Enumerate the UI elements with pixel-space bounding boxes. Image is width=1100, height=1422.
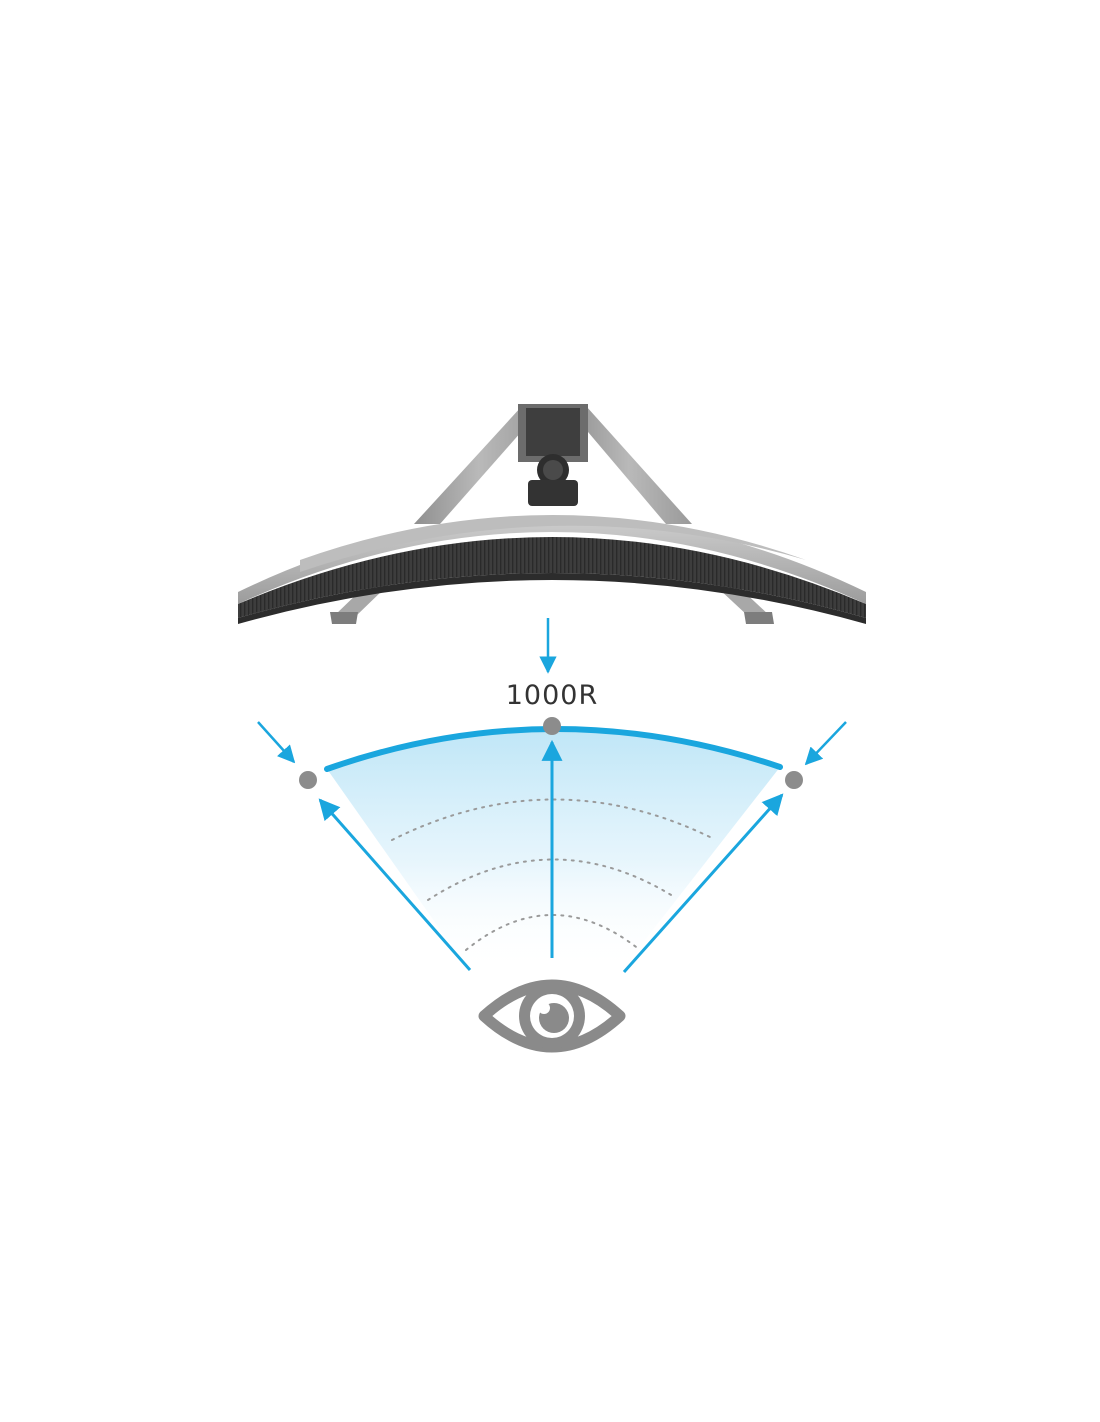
eye-icon xyxy=(478,979,626,1053)
pointer-arrow-right xyxy=(804,721,847,766)
curvature-label: 1000R xyxy=(506,680,598,711)
sight-line-left xyxy=(318,798,472,971)
monitor-panel xyxy=(238,515,866,624)
marker-right xyxy=(785,771,803,789)
marker-center xyxy=(543,717,561,735)
curved-monitor xyxy=(238,404,866,624)
sight-lines xyxy=(318,739,784,973)
pointer-arrow-left xyxy=(257,721,296,764)
point-markers xyxy=(299,717,803,789)
pointer-arrows xyxy=(257,618,847,766)
marker-left xyxy=(299,771,317,789)
sight-line-right xyxy=(622,793,784,973)
monitor-stand-column xyxy=(518,404,588,506)
viewing-geometry: 1000R xyxy=(257,618,847,973)
